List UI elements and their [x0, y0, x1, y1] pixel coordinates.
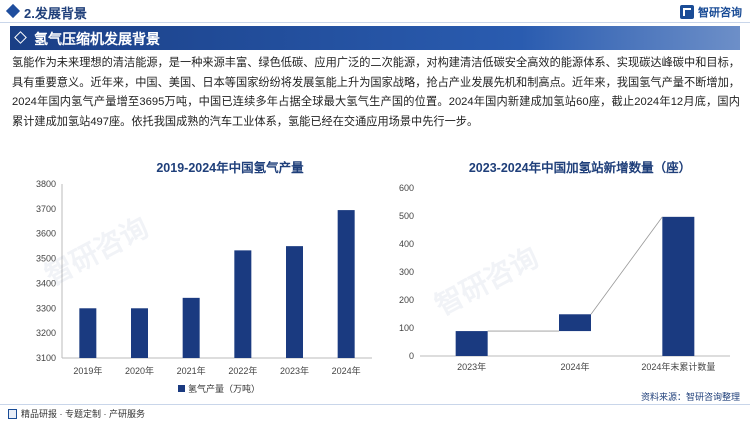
- y-tick-label: 3200: [36, 328, 56, 338]
- bar: [455, 331, 488, 356]
- legend-label: 氢气产量（万吨）: [188, 383, 260, 394]
- x-tick-label: 2023年: [457, 361, 486, 372]
- diamond-outline-icon: [14, 31, 27, 44]
- title-banner: 氢气压缩机发展背景: [10, 26, 740, 50]
- x-tick-label: 2024年: [560, 361, 589, 372]
- y-tick-label: 3600: [36, 229, 56, 239]
- footer-text: 精品研报 · 专题定制 · 产研服务: [21, 409, 145, 419]
- y-tick-label: 3500: [36, 254, 56, 264]
- y-tick-label: 100: [399, 323, 414, 333]
- section-title: 2.发展背景: [24, 6, 87, 21]
- y-tick-label: 300: [399, 267, 414, 277]
- y-tick-label: 600: [399, 183, 414, 193]
- x-tick-label: 2019年: [73, 365, 102, 376]
- chart2-title: 2023-2024年中国加氢站新增数量（座）: [468, 161, 692, 175]
- y-tick-label: 3400: [36, 278, 56, 288]
- y-tick-label: 200: [399, 295, 414, 305]
- connector-line: [590, 216, 663, 315]
- top-divider: [0, 22, 750, 23]
- x-tick-label: 2024年末累计数量: [641, 361, 715, 372]
- y-tick-label: 500: [399, 211, 414, 221]
- footer-divider: [0, 404, 750, 405]
- bar: [182, 297, 200, 358]
- document-icon: [8, 408, 17, 419]
- bar: [286, 246, 303, 358]
- footer: 精品研报 · 专题定制 · 产研服务: [8, 407, 145, 420]
- y-tick-label: 0: [409, 351, 414, 361]
- x-tick-label: 2024年: [332, 365, 361, 376]
- y-tick-label: 3700: [36, 204, 56, 214]
- diamond-icon: [5, 3, 21, 19]
- intro-paragraph: 氢能作为未来理想的清洁能源，是一种来源丰富、绿色低碳、应用广泛的二次能源，对构建…: [12, 57, 740, 128]
- hydrogen-station-chart: 0 100 200 300 400 500 600 2023年 2024年 2024年末累计数量: [399, 183, 730, 372]
- chart1-title: 2019-2024年中国氢气产量: [156, 161, 304, 175]
- brand-logo: 智研咨询: [680, 4, 742, 20]
- y-tick-label: 3100: [36, 353, 56, 363]
- y-tick-label: 3300: [36, 303, 56, 313]
- y-tick-label: 400: [399, 239, 414, 249]
- top-bar: 2.发展背景 智研咨询: [0, 0, 750, 24]
- logo-icon: [680, 5, 694, 19]
- page-title: 氢气压缩机发展背景: [34, 31, 160, 47]
- x-tick-label: 2022年: [228, 365, 257, 376]
- bar: [234, 250, 252, 358]
- legend-swatch: [178, 385, 185, 392]
- hydrogen-output-chart: 3100 3200 3300 3400 3500 3600 3700 3800 2019年 202…: [36, 179, 372, 394]
- logo-text: 智研咨询: [698, 7, 742, 19]
- bar: [662, 216, 695, 356]
- y-tick-label: 3800: [36, 179, 56, 189]
- x-tick-label: 2020年: [125, 365, 154, 376]
- bar: [79, 308, 97, 358]
- source-note: 资料来源：智研咨询整理: [640, 392, 740, 402]
- x-tick-label: 2021年: [177, 365, 206, 376]
- bar: [559, 314, 591, 332]
- bar: [337, 210, 355, 358]
- bar: [131, 308, 148, 358]
- x-tick-label: 2023年: [280, 365, 309, 376]
